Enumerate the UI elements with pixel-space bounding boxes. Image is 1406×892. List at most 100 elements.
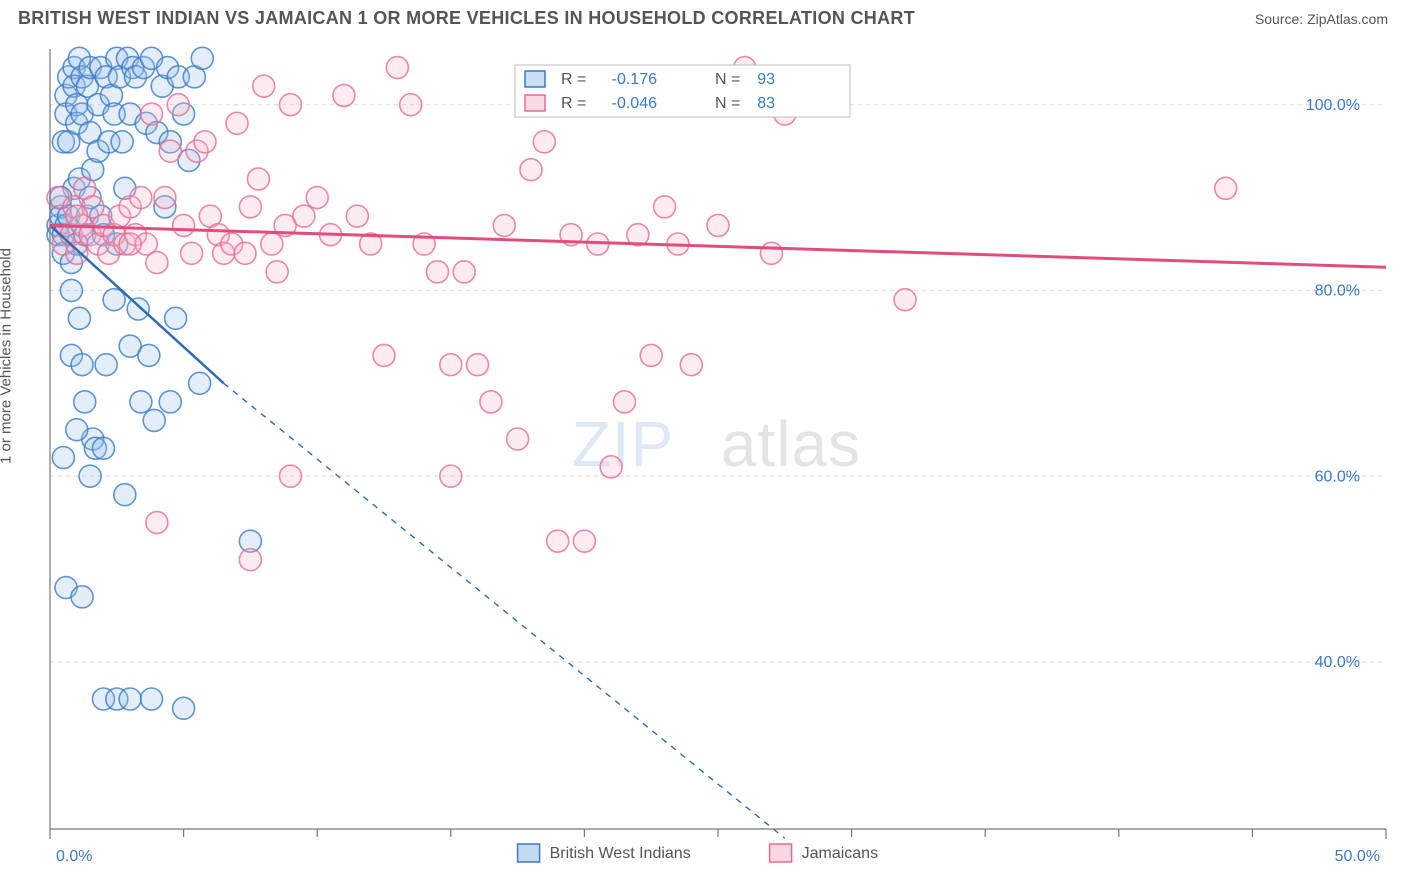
scatter-point — [71, 354, 93, 376]
scatter-point — [253, 75, 275, 97]
x-tick-label: 50.0% — [1335, 848, 1380, 865]
scatter-point — [600, 456, 622, 478]
scatter-point — [194, 131, 216, 153]
scatter-point — [654, 196, 676, 218]
chart-header: BRITISH WEST INDIAN VS JAMAICAN 1 OR MOR… — [0, 0, 1406, 39]
svg-text:R =: R = — [561, 71, 586, 88]
svg-text:N =: N = — [715, 95, 740, 112]
scatter-point — [293, 205, 315, 227]
scatter-point — [467, 354, 489, 376]
scatter-series — [47, 57, 1237, 571]
scatter-point — [95, 354, 117, 376]
scatter-point — [159, 140, 181, 162]
legend-swatch — [770, 844, 792, 862]
svg-text:R =: R = — [561, 95, 586, 112]
source-label: Source: — [1255, 11, 1303, 27]
scatter-point — [279, 465, 301, 487]
scatter-point — [894, 289, 916, 311]
scatter-point — [507, 428, 529, 450]
scatter-point — [547, 530, 569, 552]
scatter-point — [333, 84, 355, 106]
svg-text:ZIP: ZIP — [572, 408, 675, 480]
scatter-point — [613, 391, 635, 413]
scatter-point — [239, 549, 261, 571]
legend-label: British West Indians — [550, 845, 691, 862]
scatter-point — [173, 214, 195, 236]
y-tick-label: 100.0% — [1306, 97, 1360, 114]
scatter-point — [480, 391, 502, 413]
scatter-point — [60, 279, 82, 301]
scatter-point — [247, 168, 269, 190]
legend-swatch — [525, 95, 545, 111]
scatter-point — [191, 47, 213, 69]
scatter-point — [66, 205, 88, 227]
scatter-point — [111, 131, 133, 153]
scatter-point — [165, 307, 187, 329]
legend-n-value: 93 — [757, 71, 775, 88]
trendline-dashed — [224, 383, 785, 838]
scatter-point — [533, 131, 555, 153]
scatter-point — [146, 512, 168, 534]
scatter-point — [520, 159, 542, 181]
scatter-point — [159, 391, 181, 413]
scatter-point — [138, 344, 160, 366]
y-tick-label: 60.0% — [1315, 468, 1360, 485]
scatter-point — [119, 233, 141, 255]
chart-title: BRITISH WEST INDIAN VS JAMAICAN 1 OR MOR… — [18, 8, 915, 29]
scatter-point — [130, 391, 152, 413]
scatter-point — [306, 187, 328, 209]
scatter-point — [146, 252, 168, 274]
chart-area: 1 or more Vehicles in Household 40.0% 60.… — [0, 39, 1406, 889]
svg-text:atlas: atlas — [721, 408, 861, 480]
scatter-point — [143, 409, 165, 431]
legend-swatch — [518, 844, 540, 862]
y-tick-label: 40.0% — [1315, 654, 1360, 671]
source-link[interactable]: ZipAtlas.com — [1307, 11, 1388, 27]
scatter-point — [167, 94, 189, 116]
scatter-point — [640, 344, 662, 366]
scatter-point — [74, 391, 96, 413]
scatter-point — [680, 354, 702, 376]
scatter-point — [279, 94, 301, 116]
svg-text:N =: N = — [715, 71, 740, 88]
scatter-point — [114, 484, 136, 506]
legend-r-value: -0.046 — [612, 95, 657, 112]
y-tick-label: 80.0% — [1315, 283, 1360, 300]
scatter-point — [130, 187, 152, 209]
scatter-point — [239, 196, 261, 218]
legend-swatch — [525, 71, 545, 87]
scatter-series — [47, 47, 261, 719]
scatter-point — [440, 354, 462, 376]
scatter-point — [71, 586, 93, 608]
scatter-point — [266, 261, 288, 283]
scatter-point — [373, 344, 395, 366]
scatter-point — [386, 57, 408, 79]
scatter-point — [234, 242, 256, 264]
scatter-point — [127, 298, 149, 320]
legend-n-value: 83 — [757, 95, 775, 112]
legend-label: Jamaicans — [802, 845, 878, 862]
scatter-point — [141, 688, 163, 710]
scatter-point — [226, 112, 248, 134]
scatter-point — [92, 437, 114, 459]
scatter-point — [453, 261, 475, 283]
scatter-point — [440, 465, 462, 487]
scatter-point — [119, 688, 141, 710]
scatter-point — [68, 307, 90, 329]
scatter-point — [760, 242, 782, 264]
scatter-point — [66, 419, 88, 441]
scatter-point — [79, 465, 101, 487]
scatter-point — [261, 233, 283, 255]
scatter-point — [181, 242, 203, 264]
scatter-point — [154, 187, 176, 209]
x-tick-label: 0.0% — [56, 848, 92, 865]
scatter-point — [573, 530, 595, 552]
scatter-point — [52, 447, 74, 469]
y-axis-label: 1 or more Vehicles in Household — [0, 248, 15, 464]
scatter-point — [400, 94, 422, 116]
scatter-point — [1215, 177, 1237, 199]
scatter-point — [346, 205, 368, 227]
scatter-point — [426, 261, 448, 283]
scatter-point — [189, 372, 211, 394]
legend-r-value: -0.176 — [612, 71, 657, 88]
